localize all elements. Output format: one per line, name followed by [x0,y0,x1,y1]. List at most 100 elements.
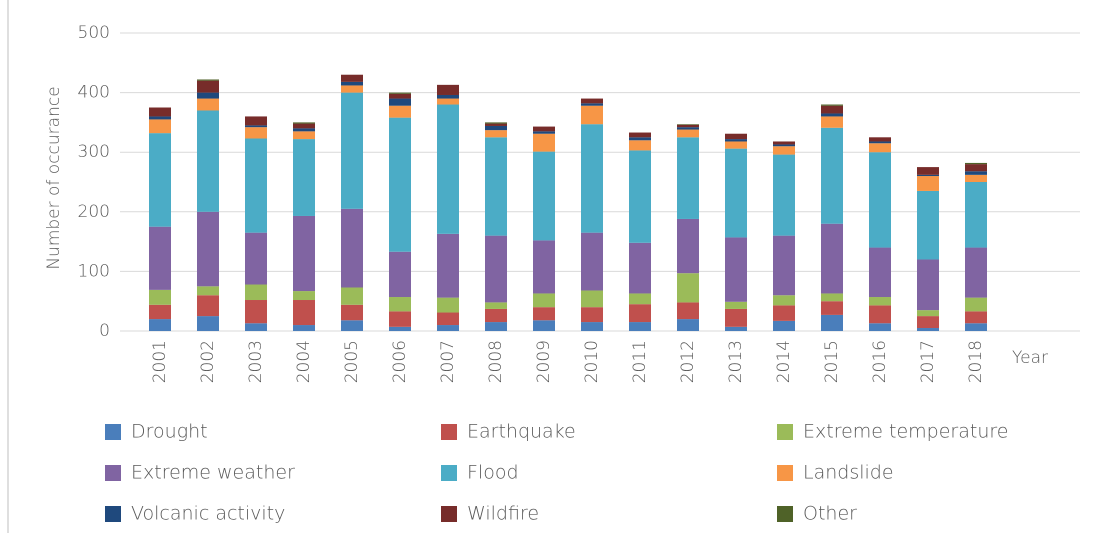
y-axis-label: Number of occurance [44,86,64,269]
legend-label: Wildfire [467,503,539,525]
bar-segment [149,107,171,117]
bar-segment [581,105,603,125]
bar-segment [245,125,267,128]
bar-segment [725,141,747,149]
legend-label: Landslide [803,462,894,484]
bar-segment [821,301,843,315]
bar-segment [917,259,939,311]
bar-segment [965,162,987,165]
bar-segment [341,85,363,93]
bar-segment [581,322,603,331]
bar-segment [773,146,795,155]
bar-segment [677,302,699,320]
bar-segment [293,131,315,140]
bar-segment [821,223,843,294]
y-tick-label: 100 [78,261,110,281]
bar-segment [917,167,939,175]
bar-segment [389,251,411,298]
bar-segment [245,127,267,139]
bar-segment [917,176,939,191]
bar-segment [965,297,987,312]
bar-segment [773,144,795,147]
bar-segment [293,215,315,292]
x-tick-label: 2004 [294,340,314,383]
bar-segment [869,323,891,331]
bar-segment [485,235,507,303]
bar-segment [341,92,363,209]
bar-segment [485,125,507,131]
bar-segment [197,286,219,296]
bar-segment [149,133,171,227]
bar-segment [965,311,987,324]
bar-segment [581,103,603,106]
bar-segment [485,302,507,309]
bar-segment [725,301,747,309]
bar-segment [293,291,315,301]
bar-segment [149,304,171,320]
bar-segment [437,98,459,105]
bar-segment [725,139,747,142]
legend-label: Drought [131,421,208,443]
legend-swatch [777,465,793,481]
bar-segment [629,132,651,138]
bar-segment [581,232,603,291]
x-axis-label: Year [1012,348,1048,368]
legend-label: Other [803,503,857,525]
bar-segment [773,320,795,331]
bar-segment [869,137,891,142]
bar-segment [677,124,699,128]
legend-swatch [441,424,457,440]
bar-segment [677,273,699,303]
bar-segment [293,300,315,326]
x-tick-label: 2012 [678,340,698,383]
bar-segment [677,319,699,331]
bar-segment [821,314,843,331]
bar-segment [149,289,171,305]
bar-segment [725,133,747,140]
x-tick-label: 2014 [774,340,794,383]
bar-segment [869,297,891,306]
bar-segment [965,247,987,298]
bar-segment [677,218,699,274]
bar-segment [293,139,315,216]
legend-label: Extreme temperature [803,421,1008,443]
bar-segment [821,293,843,302]
bar-segment [917,316,939,329]
x-tick-label: 2005 [342,340,362,383]
bar-segment [293,122,315,124]
bar-segment [533,240,555,294]
bar-segment [821,113,843,117]
bar-segment [389,117,411,252]
bar-segment [245,232,267,285]
bar-segment [437,312,459,326]
bar-segment [821,116,843,128]
bar-segment [197,295,219,317]
bar-segment [197,92,219,99]
x-tick-label: 2013 [726,340,746,383]
x-tick-label: 2015 [822,340,842,383]
bar-segment [389,98,411,106]
bar-segment [677,137,699,219]
bar-segment [197,211,219,287]
bar-segment [533,307,555,321]
y-tick-label: 300 [78,142,110,162]
bar-segment [773,141,795,145]
legend-swatch [105,424,121,440]
bar-segment [581,98,603,104]
bar-segment [437,104,459,234]
bar-segment [245,138,267,233]
x-tick-label: 2017 [918,340,938,383]
bar-segment [677,124,699,125]
x-tick-label: 2011 [630,340,650,383]
x-tick-label: 2018 [966,340,986,383]
bar-segment [821,127,843,224]
bar-segment [821,105,843,114]
bar-segment [869,141,891,144]
legend-swatch [441,465,457,481]
bar-segment [389,311,411,327]
bar-segment [149,119,171,134]
bar-segment [197,80,219,93]
bar-segment [917,310,939,317]
bar-segment [197,110,219,212]
